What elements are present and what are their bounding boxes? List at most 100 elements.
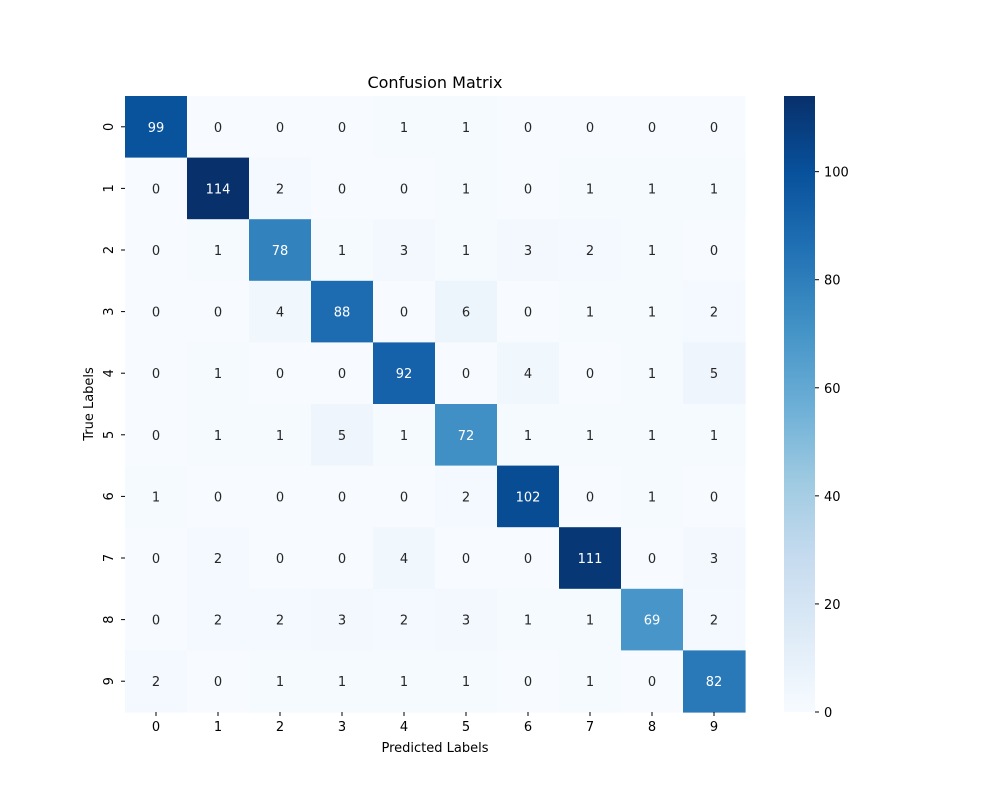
cell-labels: 99 0 0 0 1 1 0 0 0 00 114 2 0 0 1 0 1 1 10 1 78 1 3 1 3 2 1 00 0 4 88 0…	[148, 121, 723, 690]
cell-value-label: 5	[338, 429, 346, 444]
cell-value-label: 1	[214, 244, 222, 259]
heatmap-cell	[497, 342, 560, 405]
x-tick-label: 8	[648, 720, 656, 735]
cell-value-label: 0	[710, 244, 718, 259]
x-tick-label: 0	[152, 720, 160, 735]
cell-value-label: 0	[524, 306, 532, 321]
heatmap-cell	[621, 650, 684, 713]
heatmap-cell	[559, 219, 622, 282]
cell-value-label: 1	[648, 244, 656, 259]
cell-value-label: 0	[400, 306, 408, 321]
heatmap-cell	[497, 588, 560, 651]
y-tick-label: 3	[102, 307, 117, 315]
heatmap-cell	[249, 650, 312, 713]
x-axis: 0 1 2 3 4 5 6 7 8 9	[152, 712, 718, 735]
heatmap-cell	[125, 280, 188, 343]
cell-value-label: 3	[710, 552, 718, 567]
heatmap-cell	[559, 650, 622, 713]
cell-value-label: 0	[462, 552, 470, 567]
heatmap-cell	[435, 280, 498, 343]
heatmap-cell	[311, 219, 374, 282]
heatmap-cell	[621, 157, 684, 220]
heatmap-cell	[683, 96, 746, 159]
cell-value-label: 1	[586, 306, 594, 321]
heatmap-cell	[621, 280, 684, 343]
cell-value-label: 0	[648, 552, 656, 567]
cell-value-label: 2	[710, 306, 718, 321]
cell-value-label: 2	[152, 675, 160, 690]
heatmap-cell	[249, 527, 312, 590]
cell-value-label: 1	[586, 429, 594, 444]
cell-value-label: 0	[524, 552, 532, 567]
heatmap-cell	[621, 219, 684, 282]
cell-value-label: 0	[152, 244, 160, 259]
cell-value-label: 1	[462, 182, 470, 197]
cell-value-label: 0	[152, 552, 160, 567]
cell-value-label: 2	[400, 614, 408, 629]
cell-value-label: 111	[578, 552, 603, 567]
cell-value-label: 3	[338, 614, 346, 629]
colorbar	[784, 96, 815, 712]
heatmap-cell	[559, 96, 622, 159]
cell-value-label: 0	[338, 552, 346, 567]
colorbar-ticks: 0 20 40 60 80 100	[815, 166, 849, 721]
heatmap-cell	[683, 280, 746, 343]
heatmap-cell	[621, 96, 684, 159]
cell-value-label: 1	[214, 429, 222, 444]
heatmap-cell	[621, 342, 684, 405]
cell-value-label: 0	[648, 121, 656, 136]
cell-value-label: 5	[710, 367, 718, 382]
heatmap-cell	[435, 96, 498, 159]
heatmap-cell	[187, 404, 250, 467]
heatmap-cell	[125, 527, 188, 590]
heatmap-cell	[311, 280, 374, 343]
heatmap-cell	[249, 280, 312, 343]
heatmap-cell	[311, 527, 374, 590]
heatmap-cell	[621, 527, 684, 590]
y-axis: 0 1 2 3 4 5 6 7 8 9	[102, 123, 125, 685]
heatmap-cell	[249, 96, 312, 159]
cell-value-label: 4	[276, 306, 284, 321]
cell-value-label: 99	[148, 121, 165, 136]
heatmap-cell	[373, 527, 436, 590]
heatmap-cell	[311, 465, 374, 528]
heatmap-cell	[125, 465, 188, 528]
heatmap-cell	[311, 342, 374, 405]
cell-value-label: 1	[276, 675, 284, 690]
y-tick-label: 7	[102, 554, 117, 562]
heatmap-cell	[559, 527, 622, 590]
heatmap-cell	[621, 465, 684, 528]
x-tick-label: 9	[710, 720, 718, 735]
heatmap-cell	[373, 342, 436, 405]
cell-value-label: 2	[276, 182, 284, 197]
x-tick-label: 2	[276, 720, 284, 735]
heatmap-cells	[125, 96, 746, 713]
cell-value-label: 1	[586, 182, 594, 197]
heatmap-cell	[683, 157, 746, 220]
heatmap-cell	[187, 96, 250, 159]
cell-value-label: 0	[338, 182, 346, 197]
heatmap-cell	[497, 280, 560, 343]
cell-value-label: 1	[152, 490, 160, 505]
cell-value-label: 0	[338, 121, 346, 136]
cell-value-label: 114	[206, 182, 231, 197]
y-axis-label: True Labels	[82, 367, 97, 442]
cell-value-label: 0	[214, 490, 222, 505]
cell-value-label: 6	[462, 306, 470, 321]
heatmap-cell	[683, 219, 746, 282]
cell-value-label: 0	[586, 367, 594, 382]
heatmap-cell	[125, 157, 188, 220]
cell-value-label: 0	[400, 490, 408, 505]
cell-value-label: 1	[214, 367, 222, 382]
cell-value-label: 102	[516, 490, 541, 505]
heatmap-cell	[125, 96, 188, 159]
heatmap-cell	[497, 465, 560, 528]
x-tick-label: 7	[586, 720, 594, 735]
heatmap-cell	[249, 157, 312, 220]
heatmap-cell	[373, 157, 436, 220]
cell-value-label: 2	[586, 244, 594, 259]
heatmap-cell	[497, 527, 560, 590]
chart-title: Confusion Matrix	[367, 73, 502, 92]
heatmap-cell	[249, 342, 312, 405]
